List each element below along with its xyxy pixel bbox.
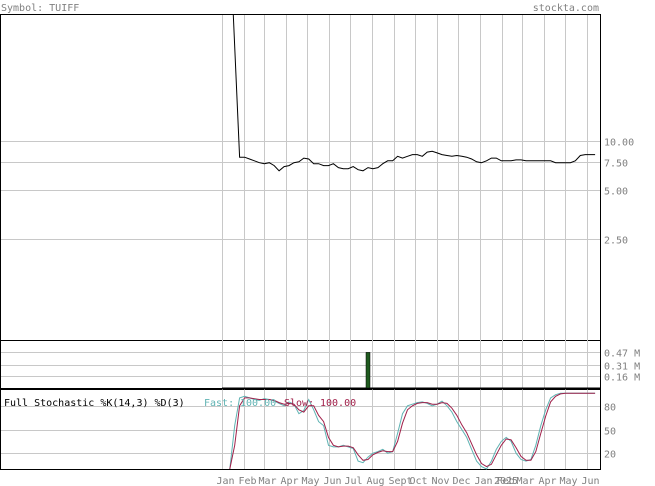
grid-lines [1, 15, 600, 469]
month-label: Jun [324, 476, 342, 486]
slow-value: 100.00 [320, 398, 356, 409]
slow-line [229, 392, 596, 470]
month-label: Feb [239, 476, 257, 486]
month-label: Nov [432, 476, 450, 486]
month-label: Jun [582, 476, 600, 486]
volume-tick-label: 0.31 M [604, 362, 640, 373]
stochastic-title: Full Stochastic %K(14,3) %D(3) [4, 398, 185, 409]
month-label: Mar [259, 476, 277, 486]
site-label[interactable]: stockta.com [533, 3, 599, 14]
fast-label: Fast: [204, 398, 234, 409]
month-label: Apr [281, 476, 299, 486]
stochastic-tick-label: 20 [604, 450, 616, 461]
price-tick-label: 2.50 [604, 236, 628, 247]
volume-tick-label: 0.16 M [604, 373, 640, 384]
month-label: Oct [410, 476, 428, 486]
year-label: 2025 [494, 476, 518, 486]
month-label: Mar [517, 476, 535, 486]
month-label: Sept [389, 476, 413, 486]
month-label: Jan [475, 476, 493, 486]
price-series [232, 14, 596, 172]
stochastic-tick-label: 50 [604, 427, 616, 438]
stochastic-tick-label: 80 [604, 403, 616, 414]
price-tick-label: 5.00 [604, 187, 628, 198]
slow-label: Slow: [284, 398, 314, 409]
month-label: May [302, 476, 320, 486]
month-label: Apr [539, 476, 557, 486]
volume-tick-label: 0.47 M [604, 349, 640, 360]
symbol-label: Symbol: TUIFF [1, 3, 79, 14]
month-label: Jan [217, 476, 235, 486]
month-label: Aug [367, 476, 385, 486]
price-tick-label: 10.00 [604, 138, 634, 149]
fast-value: 100.00 [240, 398, 276, 409]
volume-panel [0, 340, 601, 389]
volume-series [365, 352, 371, 389]
price-line [232, 14, 596, 172]
fast-line [229, 392, 596, 470]
price-tick-label: 7.50 [604, 159, 628, 170]
month-label: Dec [453, 476, 471, 486]
stochastic-series [229, 392, 596, 470]
volume-bar [365, 352, 371, 389]
month-label: Jul [345, 476, 363, 486]
price-panel [0, 14, 601, 341]
month-label: Feb [497, 476, 515, 486]
month-label: May [560, 476, 578, 486]
stochastic-panel [0, 389, 601, 470]
